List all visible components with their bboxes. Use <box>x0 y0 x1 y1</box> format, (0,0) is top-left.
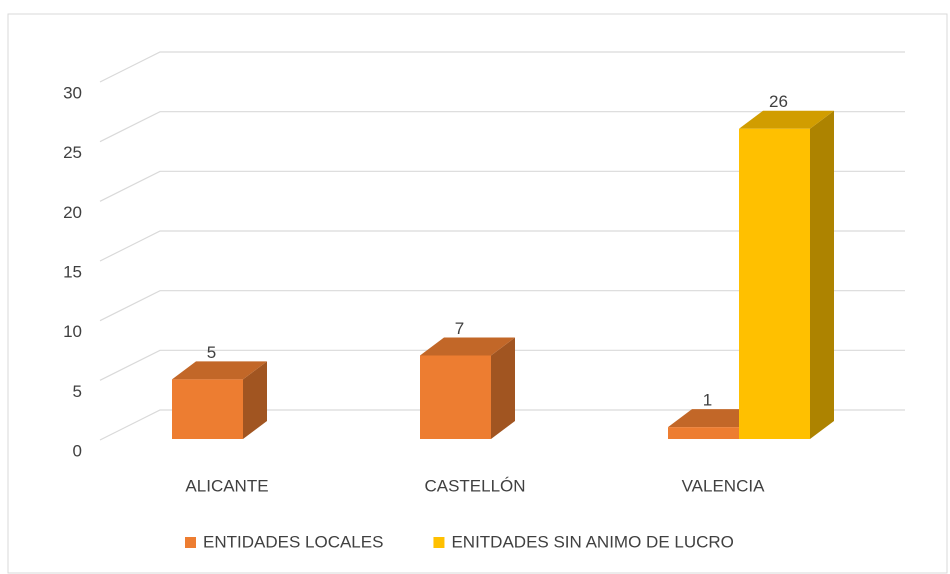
x-tick-label: VALENCIA <box>682 476 765 495</box>
bar-face <box>491 337 515 439</box>
grid-line <box>99 349 905 381</box>
bar-face <box>739 110 834 129</box>
data-label: 26 <box>769 92 788 111</box>
x-tick-label: CASTELLÓN <box>424 476 525 495</box>
bar-face <box>420 337 515 356</box>
bar-face <box>810 110 834 439</box>
y-tick-label: 20 <box>63 203 82 222</box>
y-tick-label: 25 <box>63 143 82 162</box>
bar <box>172 361 267 439</box>
data-label: 7 <box>455 319 464 338</box>
legend-label: ENITDADES SIN ANIMO DE LUCRO <box>451 532 733 551</box>
grid-line <box>99 111 905 143</box>
y-tick-label: 30 <box>63 83 82 102</box>
bar <box>420 337 515 439</box>
y-tick-label: 0 <box>73 441 82 460</box>
y-tick-label: 15 <box>63 262 82 281</box>
x-tick-label: ALICANTE <box>185 476 268 495</box>
grid-line <box>99 170 905 202</box>
bar-face <box>739 128 810 439</box>
bar-face <box>243 361 267 439</box>
grid-line <box>99 51 905 83</box>
bar <box>739 110 834 439</box>
grid-line <box>99 409 905 441</box>
grid-line <box>99 230 905 262</box>
legend-label: ENTIDADES LOCALES <box>203 532 383 551</box>
legend-swatch <box>185 537 196 548</box>
bar-face <box>172 379 243 439</box>
y-tick-label: 5 <box>73 382 82 401</box>
bar-face <box>420 355 491 439</box>
bar-face <box>668 427 739 439</box>
data-label: 1 <box>703 391 712 410</box>
bar-face <box>172 361 267 380</box>
legend-swatch <box>433 537 445 548</box>
y-tick-label: 10 <box>63 322 82 341</box>
grid-line <box>99 290 905 322</box>
data-label: 5 <box>207 343 216 362</box>
